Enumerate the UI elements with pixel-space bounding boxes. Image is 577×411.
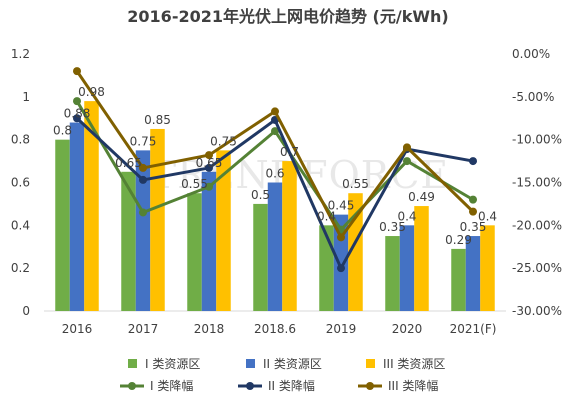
bar-data-label: 0.4 <box>317 209 336 223</box>
line-point <box>205 163 213 172</box>
bar-data-label: 0.85 <box>144 113 171 127</box>
line-point <box>469 157 477 166</box>
bar <box>282 161 297 311</box>
bar <box>216 150 231 311</box>
x-tick-label: 2019 <box>326 322 357 336</box>
x-tick-label: 2021(F) <box>450 322 497 336</box>
bar <box>187 193 202 311</box>
bar <box>267 182 283 311</box>
line-point <box>205 151 213 160</box>
bar <box>414 206 429 311</box>
legend-label: II 类资源区 <box>263 357 322 371</box>
line-point <box>139 163 147 172</box>
bar-data-label: 0.65 <box>196 156 223 170</box>
y-left-tick-label: 0 <box>22 304 30 318</box>
bar <box>465 236 481 311</box>
bar <box>253 203 268 311</box>
bar <box>480 225 495 311</box>
bar-data-label: 0.45 <box>328 199 355 213</box>
y-left-tick-label: 1 <box>22 90 30 104</box>
x-tick-label: 2017 <box>128 322 159 336</box>
x-tick-label: 2018 <box>194 322 225 336</box>
line-point <box>73 114 81 123</box>
x-tick-label: 2016 <box>62 322 93 336</box>
legend: I 类资源区 II 类资源区 III 类资源区 I 类降幅 II 类降幅 III 类降幅 <box>120 357 445 393</box>
line-point <box>73 97 81 106</box>
bar <box>135 150 151 311</box>
bar <box>399 225 415 311</box>
bar-data-label: 0.8 <box>53 124 72 138</box>
legend-label: III 类资源区 <box>383 357 445 371</box>
bar-data-label: 0.4 <box>478 209 497 223</box>
y-right-tick-label: 0.00% <box>512 47 550 61</box>
bar <box>385 236 400 311</box>
axes: 0 0.2 0.4 0.6 0.8 1 1.2 0.00% -5.00% -10.00% -15.0… <box>11 47 562 336</box>
lines-layer <box>73 67 477 273</box>
y-left-tick-label: 0.8 <box>11 133 30 147</box>
bar-data-label: 0.6 <box>265 167 284 181</box>
bar-data-label: 0.7 <box>280 145 299 159</box>
y-left-tick-label: 0.2 <box>11 261 30 275</box>
y-right-tick-label: -5.00% <box>512 90 554 104</box>
y-left-tick-label: 1.2 <box>11 47 30 61</box>
line-point <box>205 182 213 191</box>
legend-marker <box>128 382 136 390</box>
bar <box>451 248 466 311</box>
line-point <box>403 143 411 152</box>
bar <box>55 139 70 311</box>
bar-data-label: 0.49 <box>408 190 435 204</box>
bar <box>121 171 136 311</box>
x-tick-label: 2018.6 <box>254 322 296 336</box>
bar-data-label: 0.5 <box>251 188 270 202</box>
bar <box>150 128 165 311</box>
bar-data-label: 0.55 <box>181 177 208 191</box>
bar-data-label: 0.35 <box>460 220 487 234</box>
data-labels-layer: 0.80.650.550.50.40.350.290.880.750.650.6… <box>53 85 497 247</box>
legend-marker <box>246 382 254 390</box>
line-point <box>271 107 279 116</box>
line-point <box>139 175 147 184</box>
bar-data-label: 0.75 <box>130 134 157 148</box>
bar-data-label: 0.88 <box>64 107 91 121</box>
legend-label: II 类降幅 <box>268 378 315 393</box>
bar <box>84 101 99 311</box>
bar <box>201 171 217 311</box>
bar-data-label: 0.29 <box>445 233 472 247</box>
line-point <box>139 208 147 217</box>
y-right-tick-label: -10.00% <box>512 133 562 147</box>
line-point <box>73 67 81 76</box>
bar-data-label: 0.98 <box>78 85 105 99</box>
legend-label: I 类降幅 <box>150 378 193 393</box>
bar <box>69 122 85 312</box>
legend-marker <box>366 382 374 390</box>
legend-label: I 类资源区 <box>145 357 200 371</box>
line-point <box>469 195 477 204</box>
bar-data-label: 0.65 <box>115 156 142 170</box>
y-right-tick-label: -30.00% <box>512 304 562 318</box>
bar-data-label: 0.35 <box>379 220 406 234</box>
line-point <box>337 264 345 273</box>
bar-data-label: 0.75 <box>210 134 237 148</box>
line-point <box>271 127 279 136</box>
legend-swatch <box>128 359 137 368</box>
legend-swatch <box>246 359 255 368</box>
line-point <box>337 233 345 242</box>
line-point <box>469 207 477 216</box>
y-right-tick-label: -25.00% <box>512 261 562 275</box>
legend-swatch <box>366 359 375 368</box>
bar-data-label: 0.55 <box>342 177 369 191</box>
y-right-tick-label: -15.00% <box>512 176 562 190</box>
bar-data-label: 0.4 <box>397 209 416 223</box>
y-right-tick-label: -20.00% <box>512 218 562 232</box>
y-left-tick-label: 0.4 <box>11 218 30 232</box>
bars-layer <box>55 101 495 312</box>
x-tick-label: 2020 <box>392 322 423 336</box>
legend-label: III 类降幅 <box>388 378 438 393</box>
line-point <box>403 157 411 166</box>
chart-title: 2016-2021年光伏上网电价趋势 (元/kWh) <box>127 7 448 26</box>
y-left-tick-label: 0.6 <box>11 176 30 190</box>
